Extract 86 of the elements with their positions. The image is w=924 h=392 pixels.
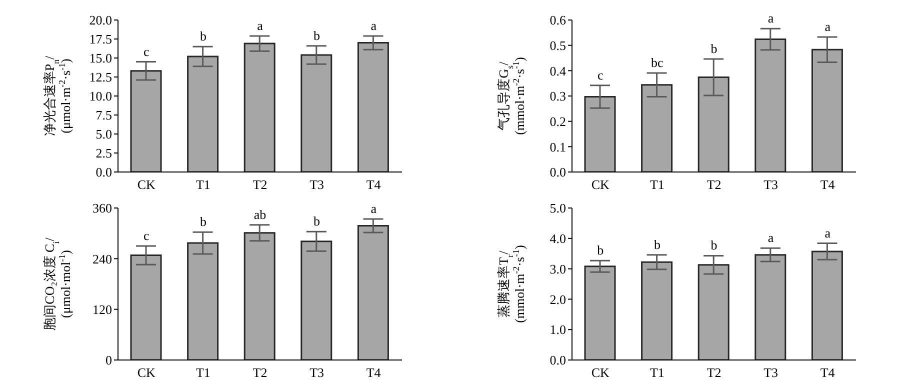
bar: [698, 264, 730, 360]
y-tick-label: 0.5: [550, 38, 566, 53]
x-tick-label: T4: [820, 365, 836, 380]
y-tick-label: 0.3: [550, 88, 566, 104]
annotation: c: [598, 67, 604, 82]
x-tick-label: T2: [706, 365, 722, 380]
bar: [244, 232, 276, 360]
annotation: a: [370, 18, 377, 33]
y-tick-label: 0.1: [550, 139, 566, 154]
y-tick-label: 0.4: [550, 63, 566, 78]
x-tick-label: CK: [591, 177, 610, 192]
bar: [641, 84, 673, 172]
y-tick-label: 120: [92, 302, 112, 317]
y-tick-label: 2.0: [550, 292, 566, 307]
x-tick-label: CK: [137, 177, 156, 192]
y-tick-label: 15.0: [89, 50, 112, 66]
x-tick-label: T2: [252, 365, 268, 380]
x-tick-label: T4: [366, 365, 382, 380]
bar: [187, 242, 219, 360]
bar: [244, 42, 276, 172]
annotation: a: [257, 18, 264, 33]
annotation: c: [144, 228, 150, 243]
y-tick-label: 10.0: [89, 88, 112, 104]
bar: [811, 48, 843, 172]
x-tick-label: T1: [196, 177, 210, 192]
y-tick-label: 0: [106, 352, 112, 368]
annotation: c: [144, 44, 150, 59]
x-tick-label: T4: [820, 177, 836, 192]
annotation: b: [654, 236, 660, 252]
y-tick-label: 360: [92, 200, 112, 216]
bar: [130, 254, 162, 360]
x-tick-label: T2: [706, 177, 722, 192]
y-tick-label: 20.0: [89, 12, 112, 28]
annotation: bc: [651, 54, 664, 70]
bar: [698, 76, 730, 172]
y-tick-label: 0.0: [550, 164, 566, 180]
bar: [584, 96, 616, 172]
y-tick-label: 240: [92, 251, 112, 266]
bar: [300, 54, 332, 172]
annotation: a: [824, 225, 831, 240]
bar: [754, 38, 786, 172]
y-tick-label: 0.6: [550, 12, 566, 28]
y-tick-label: 0.0: [550, 352, 566, 368]
annotation: b: [710, 41, 718, 56]
annotation: b: [710, 238, 718, 253]
annotation: a: [370, 200, 377, 216]
y-tick-label: 5.0: [550, 200, 566, 216]
bar: [811, 250, 843, 360]
annotation: b: [597, 242, 604, 258]
bar: [357, 224, 389, 360]
annotation: ab: [254, 206, 266, 222]
x-tick-label: T3: [764, 177, 778, 192]
x-tick-label: CK: [137, 365, 156, 380]
annotation: b: [314, 214, 320, 229]
bar: [584, 266, 616, 360]
bar: [357, 42, 389, 172]
x-tick-label: T1: [196, 365, 210, 380]
annotation: b: [200, 214, 206, 230]
y-tick-label: 4.0: [550, 231, 566, 246]
y-tick-label: 1.0: [550, 322, 566, 338]
annotation: a: [824, 18, 831, 34]
x-tick-label: T3: [764, 365, 778, 380]
bar: [754, 254, 786, 360]
bar: [300, 240, 332, 360]
annotation: a: [768, 230, 774, 246]
bar: [187, 56, 219, 172]
bar: [641, 261, 673, 360]
annotation: a: [768, 10, 774, 26]
x-tick-label: T1: [650, 365, 664, 380]
x-tick-label: T4: [366, 177, 382, 192]
y-tick-label: 3.0: [550, 261, 566, 276]
y-tick-label: 0.0: [96, 164, 112, 180]
y-tick-label: 7.5: [96, 108, 112, 123]
x-tick-label: T1: [650, 177, 664, 192]
x-tick-label: CK: [591, 365, 610, 380]
x-tick-label: T3: [310, 365, 324, 380]
y-tick-label: 2.5: [96, 146, 112, 161]
annotation: b: [314, 28, 320, 43]
y-tick-label: 5.0: [96, 126, 112, 142]
y-tick-label: 12.5: [89, 70, 112, 85]
x-tick-label: T3: [310, 177, 324, 192]
bar: [130, 70, 162, 172]
x-tick-label: T2: [252, 177, 268, 192]
y-tick-label: 0.2: [550, 114, 566, 129]
annotation: b: [200, 28, 206, 44]
y-tick-label: 17.5: [89, 32, 112, 47]
